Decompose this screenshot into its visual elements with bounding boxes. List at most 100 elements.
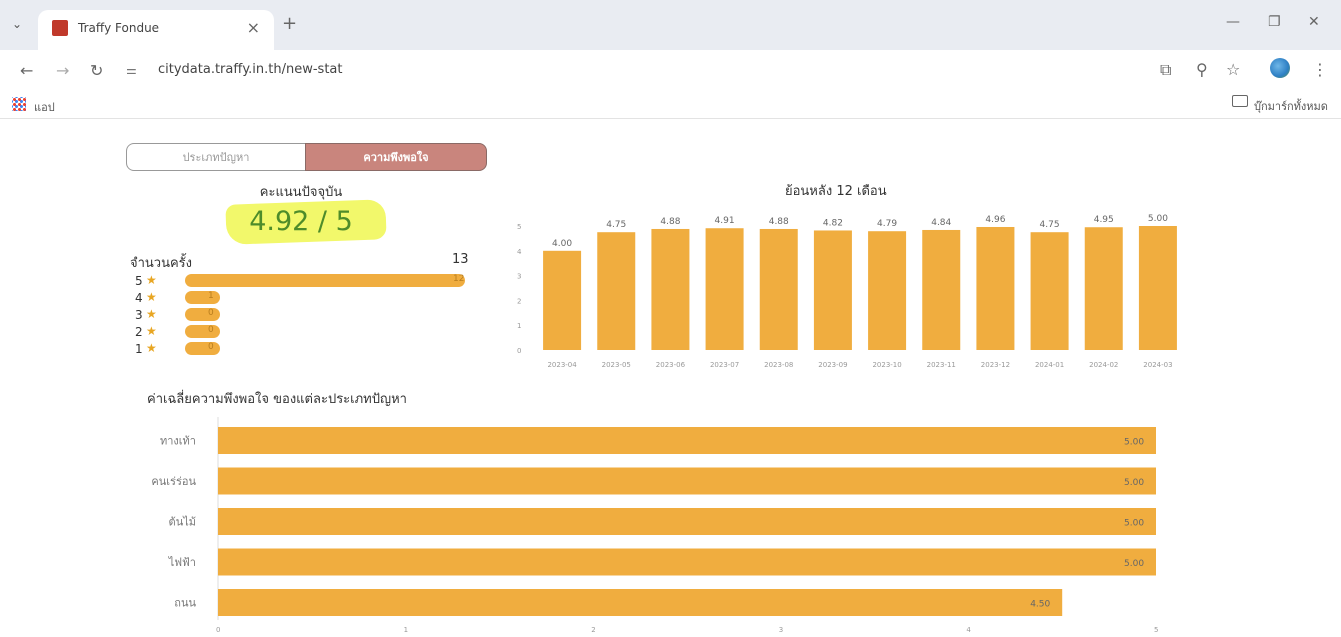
rating-count: 1	[208, 291, 214, 301]
forward-icon[interactable]: →	[56, 61, 70, 80]
category-label: ทางเท้า	[160, 435, 196, 448]
month-bar	[976, 226, 1015, 350]
month-bar	[759, 228, 798, 350]
tab-search-icon[interactable]: ⌄	[12, 17, 23, 31]
bar-value-label: 4.91	[715, 216, 735, 226]
x-tick-label: 4	[966, 626, 971, 634]
zoom-icon[interactable]: ⚲	[1196, 60, 1208, 79]
rating-star-number: 3	[135, 308, 143, 322]
rating-count: 12	[453, 274, 465, 284]
rating-star-number: 4	[135, 291, 143, 305]
x-tick-label: 2023-06	[656, 361, 686, 369]
tab-problem-type[interactable]: ประเภทปัญหา	[126, 143, 306, 171]
y-tick-label: 2	[517, 297, 521, 305]
star-icon: ★	[146, 290, 157, 304]
tab-title: Traffy Fondue	[78, 21, 160, 35]
category-chart: ทางเท้า 5.00 คนเร่ร่อน 5.00 ต้นไม้ 5.00 ไฟฟ้า 5…	[151, 417, 1158, 634]
url-text[interactable]: citydata.traffy.in.th/new-stat	[158, 62, 343, 77]
x-tick-label: 0	[216, 626, 220, 634]
category-value-label: 5.00	[1124, 519, 1144, 529]
bar-value-label: 5.00	[1148, 214, 1168, 224]
x-tick-label: 3	[779, 626, 783, 634]
y-tick-label: 0	[517, 347, 521, 355]
category-value-label: 5.00	[1124, 478, 1144, 488]
monthly-chart-title: ย้อนหลัง 12 เดือน	[785, 184, 887, 199]
apps-label[interactable]: แอป	[34, 101, 55, 114]
bar-value-label: 4.95	[1094, 215, 1114, 225]
rating-star-number: 2	[135, 325, 143, 339]
x-tick-label: 2024-03	[1143, 361, 1172, 369]
tab-satisfaction[interactable]: ความพึงพอใจ	[305, 143, 487, 171]
apps-grid-icon[interactable]	[12, 97, 26, 111]
month-bar	[813, 230, 852, 350]
rating-bar	[185, 342, 220, 355]
bar-value-label: 4.75	[1040, 220, 1060, 230]
month-bar	[1138, 226, 1177, 350]
star-icon: ★	[146, 307, 157, 321]
x-tick-label: 5	[1154, 626, 1158, 634]
x-tick-label: 2023-05	[602, 361, 631, 369]
folder-icon[interactable]	[1232, 95, 1248, 107]
rating-star-number: 5	[135, 274, 143, 288]
month-bar	[1084, 227, 1123, 350]
monthly-chart: 0 1 2 3 4 5 4.00 2023-04 4.75 2023-05 4.88 2023-06 4…	[517, 214, 1177, 369]
y-tick-label: 5	[517, 223, 521, 231]
current-score-title: คะแนนปัจจุบัน	[259, 185, 343, 200]
bar-value-label: 4.84	[931, 218, 951, 228]
category-value-label: 4.50	[1030, 600, 1050, 610]
back-icon[interactable]: ←	[20, 61, 34, 80]
rating-count: 0	[208, 308, 214, 318]
x-tick-label: 2023-10	[872, 361, 901, 369]
current-score: 4.92 / 5	[249, 206, 353, 237]
install-app-icon[interactable]: ⧉	[1160, 60, 1172, 79]
rating-bar	[185, 325, 220, 338]
month-bar	[868, 231, 907, 350]
x-tick-label: 2023-12	[981, 361, 1010, 369]
browser-toolbar	[0, 50, 1341, 90]
x-tick-label: 2023-09	[818, 361, 847, 369]
bookmarks-bar	[0, 90, 1341, 119]
minimize-icon[interactable]: —	[1226, 14, 1240, 30]
x-tick-label: 2	[591, 626, 595, 634]
close-tab-icon[interactable]: ×	[246, 18, 260, 37]
menu-icon[interactable]: ⋮	[1312, 60, 1328, 79]
all-bookmarks-label[interactable]: บุ๊กมาร์กทั้งหมด	[1254, 100, 1328, 113]
bar-value-label: 4.00	[552, 239, 572, 249]
y-tick-label: 1	[517, 322, 521, 330]
category-value-label: 5.00	[1124, 559, 1144, 569]
month-bar	[1030, 232, 1069, 350]
category-label: คนเร่ร่อน	[151, 475, 196, 488]
month-bar	[705, 228, 744, 350]
x-tick-label: 2024-02	[1089, 361, 1118, 369]
month-bar	[597, 232, 636, 350]
rating-count: 0	[208, 325, 214, 335]
month-bar	[651, 228, 690, 350]
bar-value-label: 4.79	[877, 219, 897, 229]
close-window-icon[interactable]: ✕	[1308, 14, 1320, 30]
bar-value-label: 4.96	[985, 215, 1005, 225]
count-label: จำนวนครั้ง	[130, 256, 193, 271]
category-chart-title: ค่าเฉลี่ยความพึงพอใจ ของแต่ละประเภทปัญหา	[147, 392, 407, 407]
x-tick-label: 2023-08	[764, 361, 793, 369]
category-label: ถนน	[174, 597, 196, 610]
count-total: 13	[452, 252, 469, 267]
y-tick-label: 4	[517, 248, 522, 256]
browser-tab[interactable]: Traffy Fondue ×	[38, 10, 274, 50]
site-info-icon[interactable]: ⚌	[126, 63, 137, 77]
bar-value-label: 4.88	[660, 217, 680, 227]
reload-icon[interactable]: ↻	[90, 61, 104, 80]
x-tick-label: 2023-04	[547, 361, 577, 369]
bookmark-star-icon[interactable]: ☆	[1226, 60, 1241, 79]
restore-icon[interactable]: ❐	[1268, 14, 1281, 30]
category-value-label: 5.00	[1124, 438, 1144, 448]
traffy-favicon-icon	[52, 20, 68, 36]
profile-avatar[interactable]	[1270, 58, 1290, 78]
category-bar	[218, 589, 1063, 616]
category-bar	[218, 508, 1156, 535]
new-tab-icon[interactable]: +	[282, 13, 298, 34]
y-tick-label: 3	[517, 273, 521, 281]
category-label: ต้นไม้	[169, 516, 196, 529]
bar-value-label: 4.82	[823, 218, 843, 228]
rating-bar	[185, 274, 465, 287]
bar-value-label: 4.88	[769, 217, 789, 227]
